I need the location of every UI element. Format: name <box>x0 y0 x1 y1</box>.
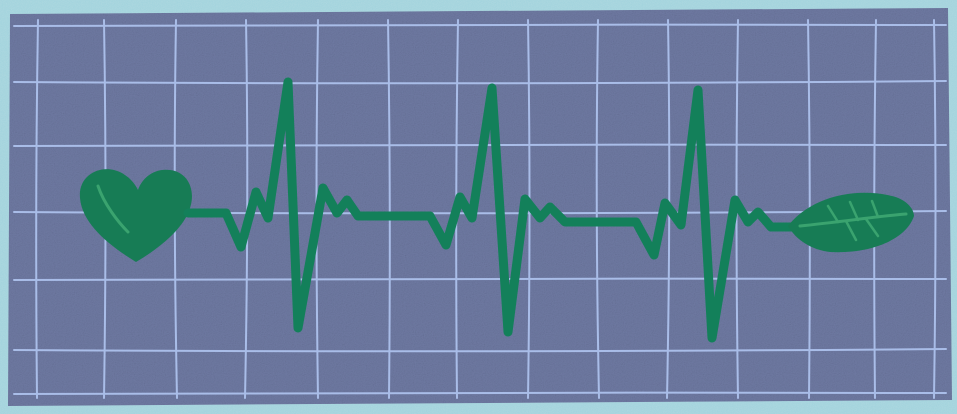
heartbeat-line <box>183 77 810 343</box>
grid-line-vertical <box>244 19 249 399</box>
grid-line-horizontal <box>13 391 947 395</box>
grid-line-vertical <box>35 19 39 399</box>
grid-line-horizontal <box>13 348 947 353</box>
grid-line-horizontal <box>13 277 947 281</box>
heart-icon <box>79 169 192 262</box>
leaf-icon <box>788 192 914 253</box>
grid-line-vertical <box>933 19 937 399</box>
grid-line-vertical <box>387 19 391 399</box>
grid-line-vertical <box>807 19 811 399</box>
grid-line-vertical <box>595 19 600 399</box>
grid-line-horizontal <box>13 23 947 27</box>
grid-line-horizontal <box>13 80 947 85</box>
